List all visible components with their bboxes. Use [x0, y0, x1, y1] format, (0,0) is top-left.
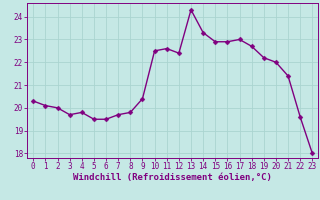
X-axis label: Windchill (Refroidissement éolien,°C): Windchill (Refroidissement éolien,°C) [73, 173, 272, 182]
